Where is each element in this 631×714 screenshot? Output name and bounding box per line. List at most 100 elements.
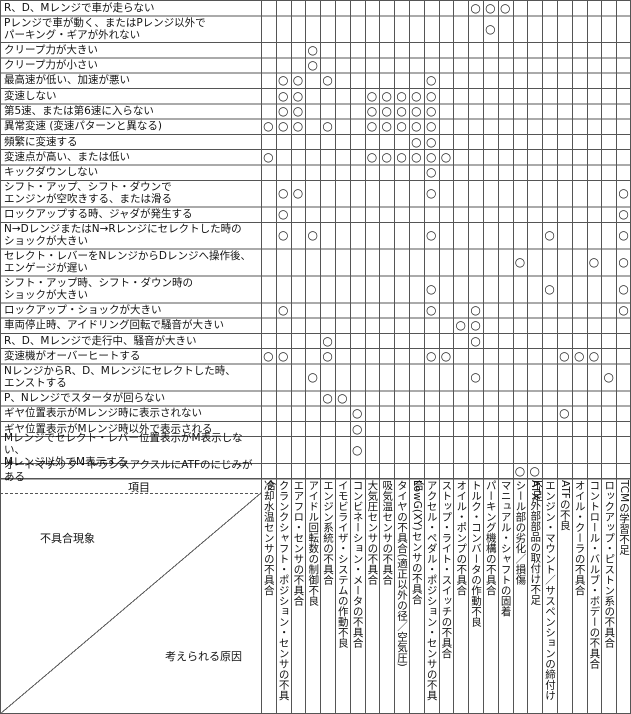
mark: ○: [322, 73, 333, 88]
mark: ○: [455, 318, 467, 333]
header-item: 項目: [128, 481, 150, 494]
mark: ○: [366, 103, 378, 118]
mark: ○: [470, 0, 481, 15]
mark: ○: [381, 149, 393, 164]
mark: ○: [440, 149, 452, 164]
mark: ○: [618, 228, 629, 243]
mark: ○: [396, 119, 407, 134]
mark: ○: [396, 103, 407, 118]
cause: エンジン・マウント／サスペンションの締付け不足: [530, 480, 556, 701]
rule: [0, 492, 262, 714]
mark: ○: [337, 390, 348, 405]
mark: ○: [277, 73, 289, 88]
mark: ○: [425, 88, 437, 103]
symptom: クリープ力が小さい: [4, 59, 98, 72]
mark: ○: [425, 281, 437, 296]
symptom: 第5速、または第6速に入らない: [4, 104, 154, 117]
mark: ○: [277, 88, 289, 103]
mark: ○: [411, 88, 422, 103]
cause: LowG(XY)センサの不具合: [410, 480, 423, 605]
mark: ○: [425, 348, 437, 363]
cause: 冷却水温センサの不具合: [262, 480, 275, 596]
mark: ○: [470, 318, 481, 333]
mark: ○: [351, 421, 363, 436]
mark: ○: [425, 134, 437, 149]
mark: ○: [425, 228, 437, 243]
cause: イモビライザ・システムの作動不良: [336, 480, 349, 648]
mark: ○: [544, 281, 555, 296]
mark: ○: [277, 302, 289, 317]
mark: ○: [307, 228, 319, 243]
symptom: 最高速が低い、加速が悪い: [4, 74, 130, 87]
mark: ○: [411, 134, 422, 149]
mark: ○: [277, 228, 289, 243]
cause: トルク・コンバータの作動不良: [469, 480, 482, 627]
mark: ○: [470, 333, 481, 348]
symptom: シフト・アップ時、シフト・ダウン時の ショックが大きい: [4, 276, 193, 301]
mark: ○: [366, 88, 378, 103]
mark: ○: [618, 302, 629, 317]
symptom: ギヤ位置表示がMレンジ時に表示されない: [4, 407, 203, 420]
cause: コンビネーション・メータの不具合: [351, 480, 364, 648]
mark: ○: [425, 165, 437, 180]
mark: ○: [573, 348, 585, 363]
mark: ○: [470, 302, 481, 317]
mark: ○: [263, 119, 274, 134]
mark: ○: [381, 88, 393, 103]
mark: ○: [366, 119, 378, 134]
cause: 大気圧センサの不具合: [366, 480, 379, 585]
mark: ○: [425, 73, 437, 88]
cause: シール部の劣化／損傷: [514, 480, 527, 585]
mark: ○: [292, 73, 304, 88]
mark: ○: [381, 119, 393, 134]
mark: ○: [307, 42, 319, 57]
mark: ○: [425, 103, 437, 118]
mark: ○: [411, 149, 422, 164]
cause: アイドル回転数の制御不良: [307, 480, 320, 606]
symptom: N→DレンジまたはN→Rレンジにセレクトした時の ショックが大きい: [4, 223, 242, 248]
mark: ○: [277, 207, 289, 222]
mark: ○: [396, 149, 407, 164]
mark: ○: [351, 442, 363, 457]
mark: ○: [277, 186, 289, 201]
symptom: Pレンジで車が動く、またはPレンジ以外で パーキング・ギアが外れない: [4, 16, 206, 41]
mark: ○: [366, 149, 378, 164]
cause: クランクシャフト・ポジション・センサの不具合: [264, 480, 290, 701]
cause: タイヤの不具合(適正以外の径／空気圧): [395, 480, 408, 667]
symptom: NレンジからR、D、Mレンジにセレクトした時、 エンストする: [4, 364, 236, 389]
cause: マニュアル・シャフトの固着: [499, 480, 512, 617]
cause: アクセル・ペダル・ポジション・センサの不具合: [412, 480, 438, 701]
symptom: シフト・アップ、シフト・ダウンで エンジンが空吹きする、または滑る: [4, 181, 172, 206]
cause: コントロール・バルブ・ボデーの不具合: [588, 480, 601, 669]
mark: ○: [277, 119, 289, 134]
mark: ○: [425, 302, 437, 317]
symptom: 変速機がオーバーヒートする: [4, 349, 141, 362]
cause: 吸気温センサの不具合: [381, 480, 394, 585]
mark: ○: [618, 207, 629, 222]
mark: ○: [544, 228, 555, 243]
mark: ○: [322, 390, 333, 405]
cause: ストップ・ライト・スイッチの不具合: [440, 480, 453, 659]
mark: ○: [307, 369, 319, 384]
symptom: R、D、Mレンジで走行中、騒音が大きい: [4, 334, 197, 347]
symptom: クリープ力が大きい: [4, 43, 98, 56]
mark: ○: [351, 406, 363, 421]
symptom: セレクト・レバーをNレンジからDレンジへ操作後、 エンゲージが遅い: [4, 250, 251, 275]
mark: ○: [499, 0, 511, 15]
mark: ○: [263, 149, 274, 164]
cause: ATX外部部品の取付け不足: [529, 480, 542, 605]
mark: ○: [292, 88, 304, 103]
mark: ○: [425, 119, 437, 134]
cause: オイル・クーラの不具合: [573, 480, 586, 596]
mark: ○: [588, 348, 600, 363]
symptom: 車両停止時、アイドリング回転で騒音が大きい: [4, 319, 224, 332]
mark: ○: [292, 186, 304, 201]
mark: ○: [292, 103, 304, 118]
mark: ○: [559, 348, 570, 363]
symptom: 異常変速 (変速パターンと異なる): [4, 120, 163, 133]
symptom: Mレンジでセレクト・レバー位置表示がM表示しない、 Mレンジ以外でM表示する: [4, 431, 243, 468]
header-symptom: 不具合現象: [40, 532, 95, 545]
symptom: R、D、Mレンジで車が走らない: [4, 1, 155, 14]
cause: オイル・ポンプの不具合: [455, 480, 468, 596]
mark: ○: [277, 103, 289, 118]
